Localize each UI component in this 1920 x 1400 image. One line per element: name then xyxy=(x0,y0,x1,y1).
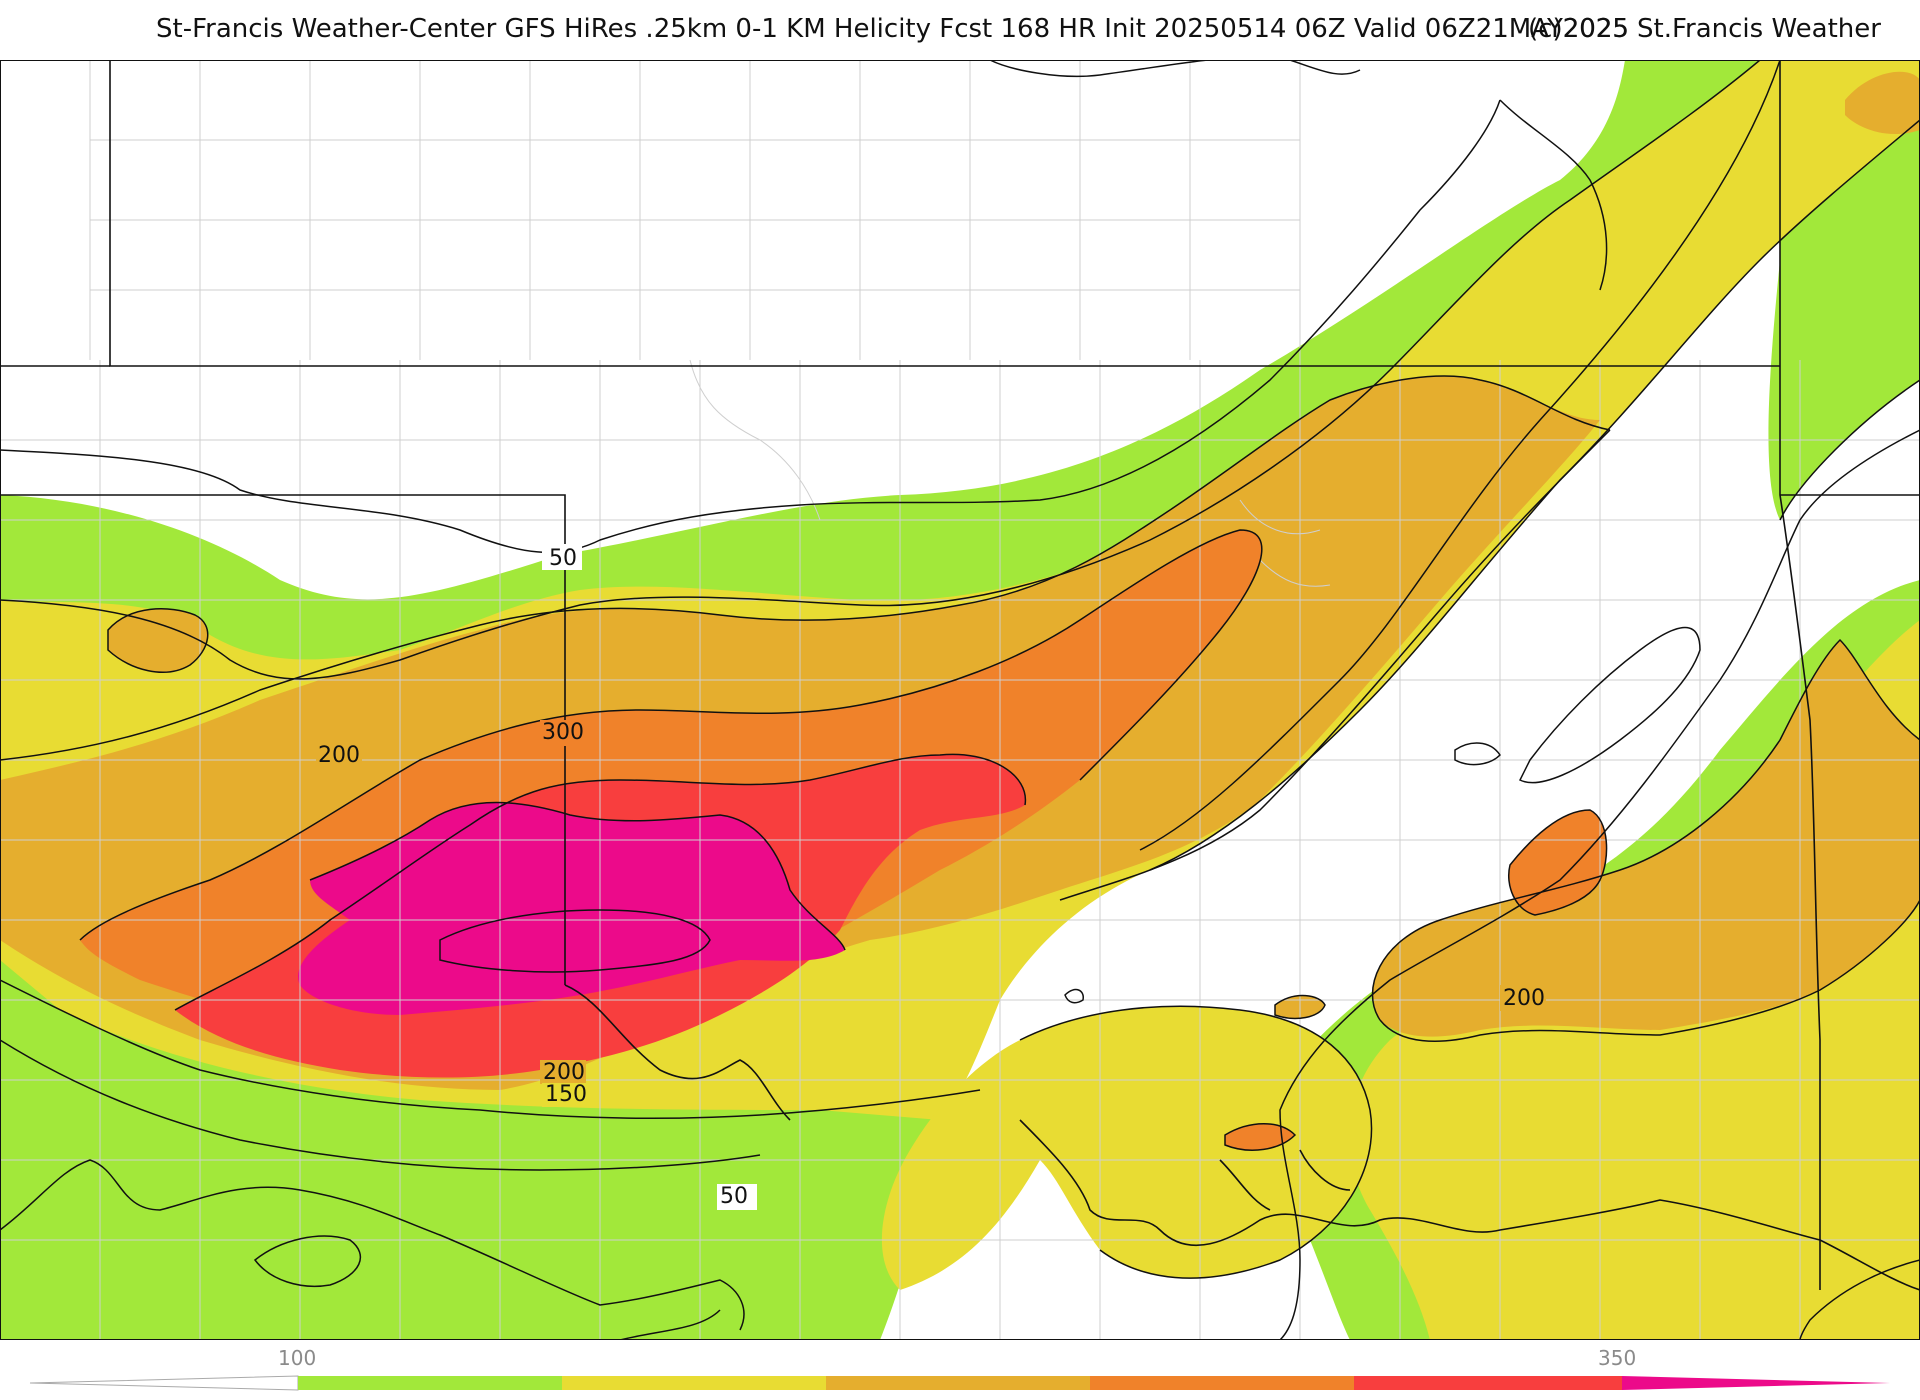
colorbar-tick-100: 100 xyxy=(278,1346,317,1370)
colorbar-swatch-yellow xyxy=(562,1376,826,1390)
map-title: St-Francis Weather-Center GFS HiRes .25k… xyxy=(0,14,1920,54)
band-gold-nw-blob xyxy=(108,608,208,673)
title-main: St-Francis Weather-Center GFS HiRes .25k… xyxy=(156,14,1630,44)
colorbar-swatch-red xyxy=(1354,1376,1622,1390)
county-borders-layer xyxy=(0,60,1920,1340)
colorbar-swatch-green xyxy=(298,1376,562,1390)
contour-label-200-east: 200 xyxy=(1503,986,1545,1011)
colorbar-swatch-gold xyxy=(826,1376,1090,1390)
colorbar-left-arrow xyxy=(29,1375,299,1391)
band-gold-blob-ne xyxy=(1845,71,1920,135)
band-orange-east xyxy=(1508,810,1607,915)
state-borders-layer xyxy=(0,60,1920,1340)
title-credit: (c)2025 St.Francis Weather xyxy=(1528,14,1881,44)
band-magenta-core xyxy=(298,802,846,1015)
contour-label-200-west: 200 xyxy=(318,743,360,768)
colorbar-tick-350: 350 xyxy=(1598,1346,1637,1370)
contour-lines-layer xyxy=(0,60,1920,1340)
colorbar-right-arrow xyxy=(1622,1376,1890,1390)
contour-label-300: 300 xyxy=(542,720,584,745)
colorbar-swatch-orange xyxy=(1090,1376,1354,1390)
contour-label-50-north: 50 xyxy=(549,546,577,571)
band-gold-east xyxy=(1372,640,1920,1037)
contour-label-150: 150 xyxy=(545,1082,587,1107)
contour-label-50-south: 50 xyxy=(720,1184,748,1209)
contour-labels-layer: 50 200 300 200 150 50 200 xyxy=(316,544,1546,1210)
helicity-map: 50 200 300 200 150 50 200 xyxy=(0,60,1920,1340)
colorbar xyxy=(29,1375,1890,1391)
contour-label-200-south: 200 xyxy=(543,1060,585,1085)
band-yellow-southcenter xyxy=(881,1006,1372,1290)
helicity-fill-layer xyxy=(0,60,1920,1340)
band-orange-blob-south xyxy=(1225,1123,1295,1151)
